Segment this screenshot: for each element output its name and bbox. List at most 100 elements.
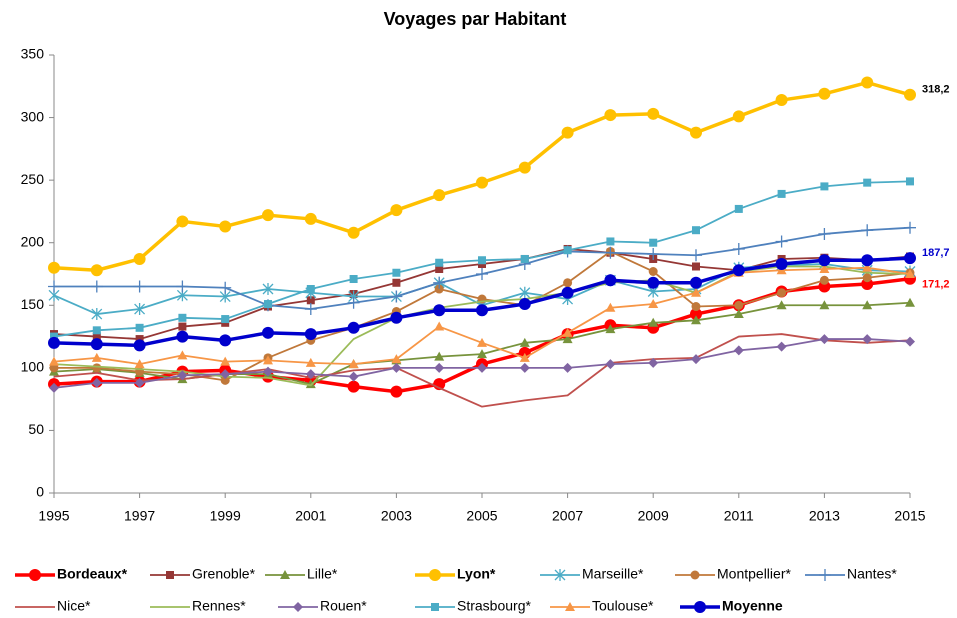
marker xyxy=(561,286,574,299)
marker xyxy=(605,359,616,370)
marker xyxy=(647,247,660,260)
x-tick-label: 2003 xyxy=(381,508,412,524)
marker xyxy=(647,276,660,289)
marker xyxy=(647,107,660,120)
marker xyxy=(348,359,359,369)
marker xyxy=(733,309,744,319)
marker xyxy=(604,109,617,122)
legend-item: Montpellier* xyxy=(675,566,791,582)
marker xyxy=(604,246,617,259)
marker xyxy=(648,299,659,309)
legend-item: Strasbourg* xyxy=(415,598,531,614)
marker xyxy=(49,356,59,366)
legend-item: Lyon* xyxy=(415,566,496,582)
marker xyxy=(477,337,487,347)
marker xyxy=(476,304,488,317)
marker xyxy=(347,226,360,239)
marker xyxy=(91,308,103,321)
marker xyxy=(347,321,360,334)
marker xyxy=(90,280,103,293)
legend-item: Toulouse* xyxy=(550,598,654,614)
series-line xyxy=(53,333,911,408)
x-tick-label: 2007 xyxy=(552,508,583,524)
marker xyxy=(863,178,872,187)
marker xyxy=(905,269,915,278)
series: 318,2 xyxy=(48,76,950,277)
marker xyxy=(176,215,189,228)
y-tick-label: 100 xyxy=(21,359,45,375)
marker xyxy=(819,569,831,581)
marker xyxy=(519,337,530,347)
series xyxy=(53,265,911,387)
marker xyxy=(280,570,290,579)
x-tick-label: 2005 xyxy=(466,508,497,524)
marker xyxy=(733,345,744,356)
x-tick-label: 2009 xyxy=(638,508,669,524)
marker xyxy=(349,275,358,284)
marker xyxy=(861,76,874,89)
marker xyxy=(392,268,401,277)
marker xyxy=(220,375,230,385)
legend-item: Bordeaux* xyxy=(15,566,128,582)
marker xyxy=(862,334,873,345)
marker xyxy=(904,221,916,234)
marker xyxy=(563,246,572,255)
legend-label: Nantes* xyxy=(847,566,897,582)
y-tick-label: 350 xyxy=(21,46,45,62)
value-label: 171,2 xyxy=(922,279,950,291)
marker xyxy=(905,336,915,347)
marker xyxy=(305,379,316,389)
marker xyxy=(691,287,701,297)
y-tick-label: 250 xyxy=(21,171,45,187)
y-tick-label: 50 xyxy=(28,421,44,437)
marker xyxy=(262,209,274,222)
marker xyxy=(862,300,873,310)
marker xyxy=(648,266,658,276)
x-tick-label: 2015 xyxy=(894,508,925,524)
marker xyxy=(176,330,189,343)
marker xyxy=(435,258,444,267)
series xyxy=(49,334,915,393)
marker xyxy=(692,262,700,271)
value-label: 187,7 xyxy=(922,247,950,259)
marker xyxy=(819,275,829,285)
marker xyxy=(134,377,145,388)
marker xyxy=(48,336,60,349)
marker xyxy=(178,313,187,322)
legend-item: Lille* xyxy=(265,566,338,582)
legend-label: Toulouse* xyxy=(592,598,654,614)
marker xyxy=(692,226,700,235)
marker xyxy=(135,335,144,344)
legend-item: Rouen* xyxy=(278,598,367,614)
value-label: 318,2 xyxy=(922,84,950,96)
marker xyxy=(518,161,531,174)
marker xyxy=(775,235,788,248)
marker xyxy=(606,237,615,246)
marker xyxy=(134,359,145,369)
marker xyxy=(694,601,706,613)
marker xyxy=(347,296,360,309)
marker xyxy=(690,570,700,580)
marker xyxy=(90,338,103,351)
marker xyxy=(177,350,188,360)
marker xyxy=(775,257,788,270)
marker xyxy=(48,261,60,274)
marker xyxy=(519,362,530,373)
marker xyxy=(906,177,914,186)
legend-label: Lyon* xyxy=(457,566,496,582)
marker xyxy=(691,302,701,312)
marker xyxy=(690,249,702,262)
marker xyxy=(861,254,874,267)
marker xyxy=(565,602,575,611)
marker xyxy=(178,322,187,331)
marker xyxy=(134,303,146,316)
marker xyxy=(434,321,445,331)
marker xyxy=(92,332,101,341)
marker xyxy=(390,290,403,303)
marker xyxy=(49,382,59,393)
series xyxy=(50,177,914,341)
marker xyxy=(429,569,441,581)
series-line xyxy=(53,265,911,387)
marker xyxy=(690,126,702,139)
marker xyxy=(732,242,745,255)
